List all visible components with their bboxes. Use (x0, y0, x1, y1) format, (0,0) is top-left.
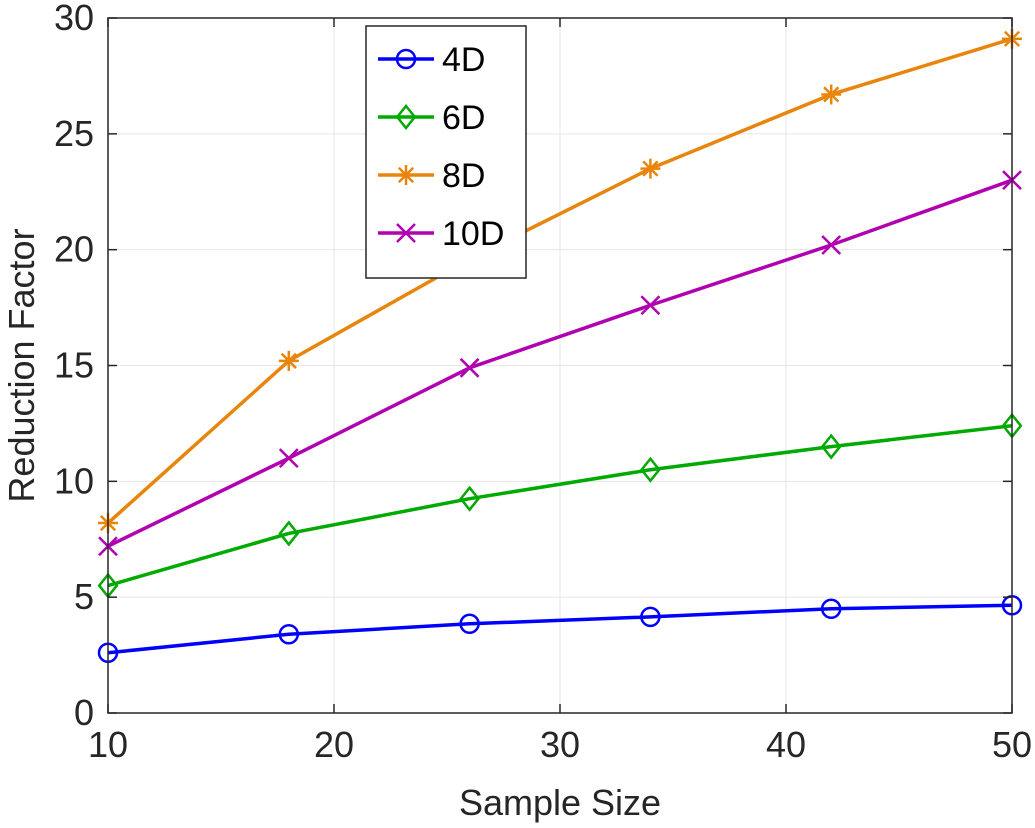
legend: 4D 6D 8D 10D (365, 25, 527, 279)
legend-item-10D: 10D (378, 215, 504, 253)
y-axis-label: Reduction Factor (1, 228, 42, 502)
y-tick-label: 30 (54, 0, 94, 38)
tick-labels: 10 20 30 40 50 0 5 10 15 20 25 30 (54, 0, 1032, 765)
legend-marker (396, 223, 416, 243)
data-point-10D (640, 295, 661, 316)
data-point-10D (278, 448, 299, 469)
series-group (97, 28, 1023, 664)
data-point-8D (821, 84, 842, 105)
data-point-6D (459, 485, 481, 512)
y-tick-label: 15 (54, 345, 94, 386)
data-point-8D (278, 350, 299, 371)
series-line-4D (107, 603, 1013, 655)
series-line-6D (107, 423, 1013, 588)
data-point-4D (459, 613, 480, 635)
data-point-4D (820, 598, 842, 619)
data-point-6D (820, 433, 842, 460)
data-point-10D (821, 235, 842, 255)
x-tick-label: 50 (992, 724, 1032, 765)
series-6D (97, 412, 1023, 599)
legend-item-8D: 8D (378, 157, 485, 195)
x-tick-label: 40 (766, 724, 806, 765)
legend-marker (395, 48, 417, 70)
x-tick-label: 30 (540, 724, 580, 765)
legend-label: 8D (442, 157, 485, 195)
legend-item-4D: 4D (378, 41, 485, 79)
legend-box (365, 25, 527, 279)
legend-marker (395, 103, 417, 131)
data-point-6D (278, 520, 300, 547)
y-tick-label: 10 (54, 460, 94, 501)
legend-marker (396, 165, 416, 185)
series-line-8D (106, 37, 1013, 525)
x-axis-label: Sample Size (459, 782, 661, 823)
legend-label: 10D (442, 215, 504, 253)
x-tick-label: 20 (314, 724, 354, 765)
y-tick-label: 20 (54, 229, 94, 270)
y-tick-label: 0 (74, 692, 94, 733)
data-point-4D (278, 623, 300, 645)
series-line-10D (107, 178, 1013, 548)
legend-label: 4D (442, 41, 485, 79)
x-tick-label: 10 (88, 724, 128, 765)
data-point-4D (640, 606, 661, 628)
y-tick-label: 25 (54, 113, 94, 154)
legend-item-6D: 6D (378, 99, 485, 137)
data-point-6D (639, 456, 661, 483)
data-point-8D (640, 158, 661, 179)
legend-label: 6D (442, 99, 485, 137)
data-point-10D (459, 357, 480, 378)
y-tick-label: 5 (74, 576, 94, 617)
